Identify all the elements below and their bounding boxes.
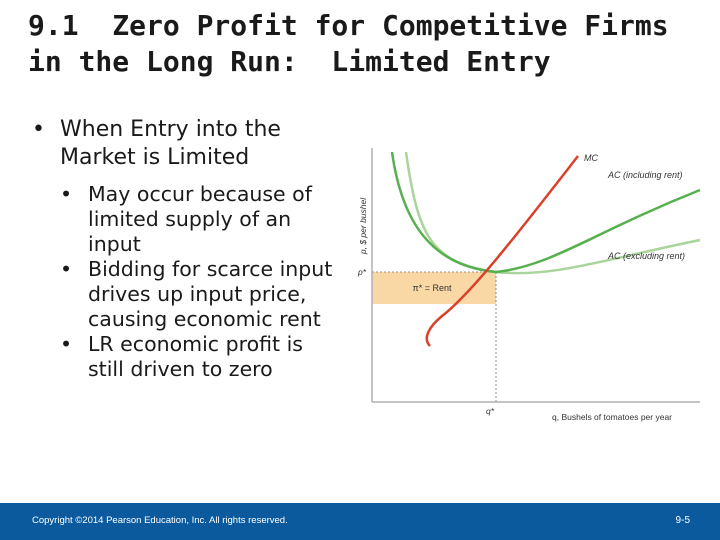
sub-bullet-text: Bidding for scarce input drives up input… — [88, 257, 333, 331]
y-axis-label: p, $ per bushel — [358, 197, 368, 255]
bullet-dot: • — [60, 182, 73, 206]
sub-bullet: • LR economic profit is still driven to z… — [30, 332, 340, 382]
bullet-list: When Entry into the Market is Limited • M… — [30, 116, 340, 382]
sub-bullet: • Bidding for scarce input drives up inpu… — [30, 257, 340, 332]
slide-title: 9.1 Zero Profit for Competitive Firms in… — [28, 8, 708, 80]
chart-svg: p, $ per bushel p* q* q, Bushels of toma… — [357, 148, 701, 422]
title-line-2: in the Long Run: Limited Entry — [28, 45, 551, 78]
rent-area — [372, 272, 496, 304]
footer-bar: Copyright ©2014 Pearson Education, Inc. … — [0, 503, 720, 540]
y-tick-label: p* — [357, 267, 367, 277]
page-number: 9-5 — [675, 515, 690, 526]
sub-bullet: • May occur because of limited supply of … — [30, 182, 340, 257]
bullet-dot: • — [60, 332, 73, 356]
title-line-1: 9.1 Zero Profit for Competitive Firms — [28, 9, 669, 42]
copyright-text: Copyright ©2014 Pearson Education, Inc. … — [32, 515, 288, 526]
sub-bullet-text: LR economic profit is still driven to ze… — [88, 332, 303, 381]
x-tick-label: q* — [486, 406, 495, 416]
main-bullet: When Entry into the Market is Limited — [30, 116, 340, 172]
ac-excluding-label: AC (excluding rent) — [607, 251, 685, 261]
mc-curve — [425, 155, 579, 347]
sub-bullet-text: May occur because of limited supply of a… — [88, 182, 312, 256]
cost-curve-chart: p, $ per bushel p* q* q, Bushels of toma… — [352, 138, 704, 428]
mc-label: MC — [584, 153, 598, 163]
rent-label: π* = Rent — [413, 283, 452, 293]
ac-including-label: AC (including rent) — [607, 170, 683, 180]
bullet-dot: • — [60, 257, 73, 281]
ac-including-rent-curve — [390, 151, 701, 274]
x-axis-label: q, Bushels of tomatoes per year — [552, 412, 672, 422]
